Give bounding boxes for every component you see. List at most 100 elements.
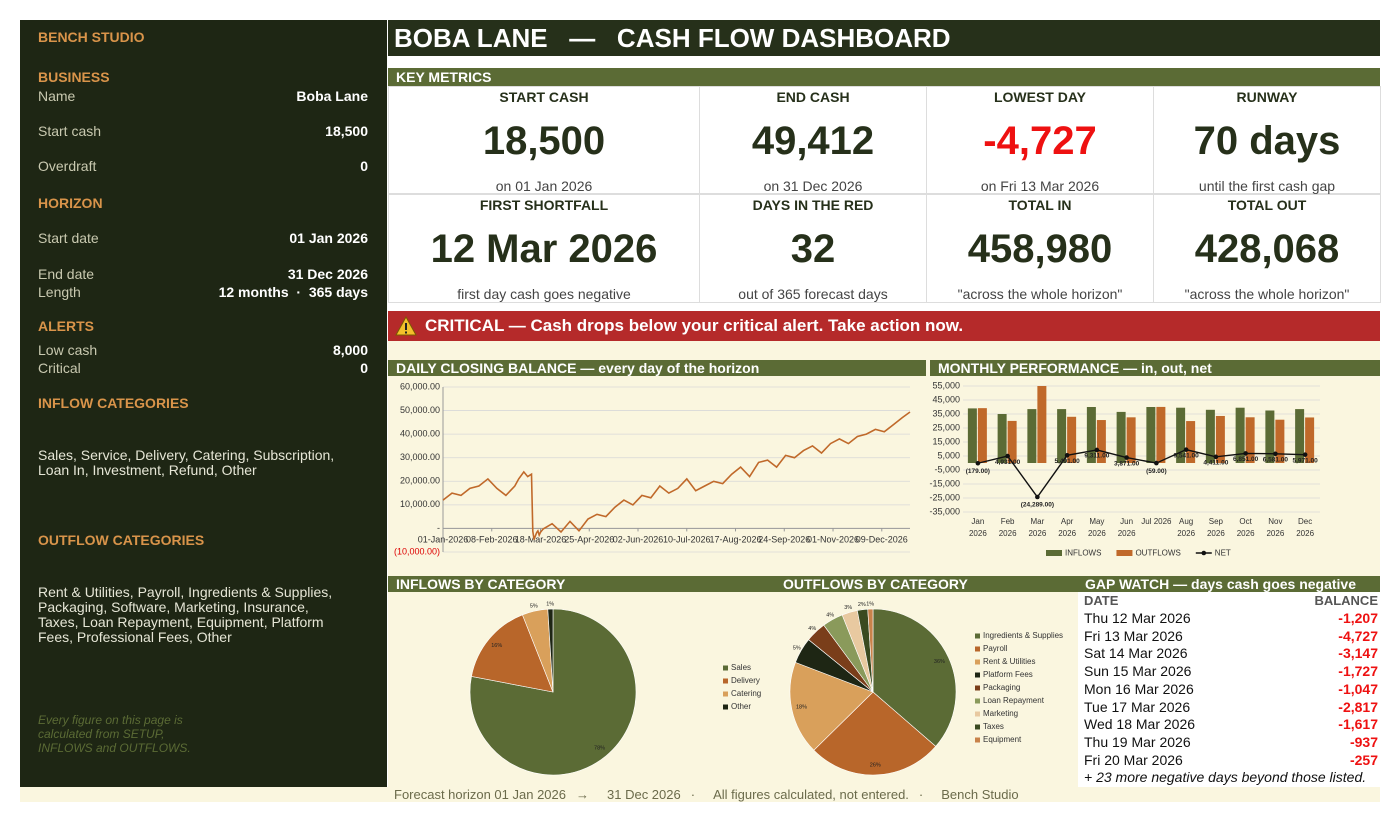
- slice-label: 2%: [858, 602, 866, 608]
- bar: [1146, 407, 1156, 463]
- legend-label: Ingredients & Supplies: [983, 631, 1063, 640]
- slice-label: 36%: [934, 659, 945, 665]
- x-tick-label: 18-Mar-2026: [515, 534, 567, 544]
- metric-label: FIRST SHORTFALL: [479, 197, 609, 213]
- footer-text: 31 Dec 2026: [607, 787, 681, 802]
- data-label: 4,931.00: [995, 459, 1021, 466]
- legend-swatch: [975, 672, 980, 678]
- net-dot: [1213, 454, 1219, 460]
- chart-title: INFLOWS BY CATEGORY: [396, 576, 566, 592]
- bar: [1037, 386, 1047, 463]
- metric-note: first day cash goes negative: [457, 286, 631, 302]
- gap-date: Tue 17 Mar 2026: [1084, 698, 1191, 715]
- gap-balance: -1,207: [1338, 610, 1378, 626]
- x-tick-label: Jun 2026: [1117, 517, 1136, 538]
- y-tick-label: 10,000.00: [400, 499, 440, 509]
- chart-title: OUTFLOWS BY CATEGORY: [783, 576, 968, 592]
- net-dot: [1124, 455, 1129, 460]
- pie-slice: [872, 608, 957, 747]
- gap-date: Sat 14 Mar 2026: [1084, 645, 1188, 662]
- x-tick-label: 01-Jan-2026: [418, 534, 469, 544]
- setting-label: End date: [38, 266, 95, 282]
- setting-label: Start date: [38, 230, 99, 246]
- metric-label: TOTAL IN: [1008, 197, 1072, 213]
- x-tick-label: Dec 2026: [1296, 517, 1315, 538]
- section-header: KEY METRICS: [388, 68, 1380, 86]
- pie-slice: [867, 608, 874, 693]
- bar: [1265, 410, 1275, 463]
- metric-card: TOTAL OUT 428,068 "across the whole horizo…: [1153, 194, 1381, 303]
- metric-note: "across the whole horizon": [1184, 286, 1350, 302]
- legend-swatch: [723, 665, 728, 671]
- metric-note: out of 365 forecast days: [738, 286, 888, 302]
- category-list: Rent & Utilities, Payroll, Ingredients &…: [38, 584, 333, 645]
- metric-note: "across the whole horizon": [957, 286, 1123, 302]
- metric-label: RUNWAY: [1236, 89, 1298, 105]
- data-label: 4,411.00: [1203, 460, 1228, 467]
- footer-text: Bench Studio: [941, 787, 1019, 802]
- data-label: 5,971.00: [1292, 457, 1318, 464]
- slice-label: 16%: [491, 643, 502, 649]
- slice-label: 3%: [844, 605, 852, 611]
- net-dot: [975, 460, 981, 466]
- slice-label: 5%: [530, 604, 538, 610]
- net-dot: [1035, 494, 1040, 500]
- gap-date: Fri 20 Mar 2026: [1084, 751, 1183, 768]
- sidebar-heading: ALERTS: [38, 318, 94, 334]
- dashboard-title: BOBA LANE — CASH FLOW DASHBOARD: [394, 23, 951, 53]
- metric-label: LOWEST DAY: [993, 89, 1087, 105]
- y-tick-label: 45,000: [932, 394, 960, 404]
- setting-value: 01 Jan 2026: [289, 230, 368, 246]
- metric-note: until the first cash gap: [1198, 178, 1336, 194]
- legend-swatch: [975, 724, 980, 730]
- slice-label: 78%: [594, 746, 605, 752]
- bar: [967, 408, 977, 463]
- legend-label: NET: [1215, 549, 1231, 558]
- metric-note: on Fri 13 Mar 2026: [980, 178, 1100, 194]
- footer-text: →: [576, 787, 589, 802]
- y-tick-label: 55,000: [932, 380, 960, 390]
- net-dot: [1064, 453, 1070, 458]
- gap-balance: -2,817: [1338, 698, 1378, 715]
- bar: [1027, 409, 1037, 463]
- legend-dot: [1201, 550, 1207, 556]
- data-label: 5,491.00: [1054, 458, 1080, 465]
- data-label: (179.00): [966, 468, 990, 475]
- legend-swatch: [1046, 550, 1062, 556]
- x-tick-label: Oct 2026: [1236, 517, 1255, 538]
- data-label: 9,311.00: [1084, 453, 1109, 460]
- x-tick-label: 02-Jun-2026: [613, 534, 664, 544]
- bar: [1116, 411, 1126, 463]
- slice-label: 1%: [866, 602, 874, 608]
- gap-watch-panel: [1078, 592, 1380, 787]
- y-tick-label: -15,000: [929, 478, 960, 488]
- gap-balance: -3,147: [1338, 645, 1378, 662]
- footer-band: [20, 787, 1380, 802]
- x-tick-label: Feb 2026: [998, 517, 1017, 538]
- x-tick-label: 17-Aug-2026: [709, 534, 761, 544]
- balance-line: [442, 411, 911, 540]
- sidebar-heading: INFLOW CATEGORIES: [38, 395, 189, 411]
- y-tick-label: 35,000: [932, 408, 960, 418]
- legend-label: Delivery: [731, 676, 760, 685]
- legend-swatch: [975, 633, 980, 639]
- setting-label: Low cash: [38, 342, 98, 358]
- legend-swatch: [723, 704, 728, 710]
- setting-label: Name: [38, 88, 76, 104]
- bar: [1215, 415, 1225, 463]
- net-dot: [1154, 460, 1159, 466]
- gap-balance: -1,047: [1338, 680, 1378, 697]
- bar: [997, 414, 1007, 463]
- metric-value: 18,500: [482, 119, 606, 163]
- bar: [1275, 419, 1285, 463]
- pie-slice: [813, 691, 937, 776]
- y-tick-label: 15,000: [932, 436, 960, 446]
- x-tick-label: Sep 2026: [1206, 517, 1225, 538]
- bar: [1245, 417, 1255, 463]
- gap-date: Thu 19 Mar 2026: [1084, 733, 1191, 750]
- header-bar: [388, 20, 1380, 56]
- data-label: (59.00): [1146, 468, 1167, 475]
- setting-value: Boba Lane: [296, 88, 368, 104]
- bar: [1205, 409, 1215, 463]
- y-tick-label: 25,000: [932, 422, 960, 432]
